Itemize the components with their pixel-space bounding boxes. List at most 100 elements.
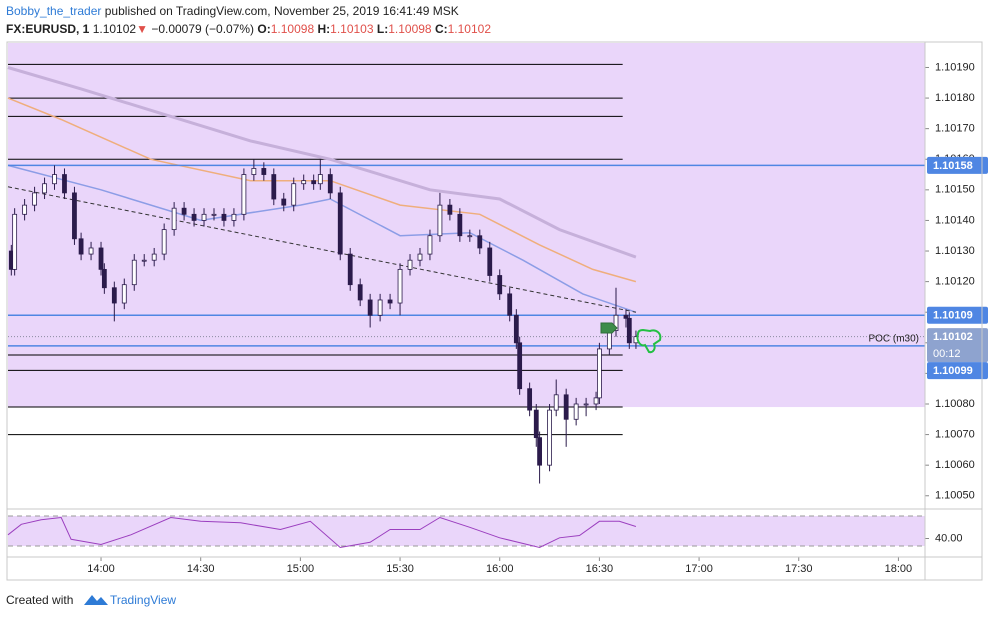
candle-body (301, 180, 307, 185)
candle-body (377, 299, 383, 316)
candle-body (613, 314, 619, 331)
candle-body (467, 235, 473, 238)
y-tick-label: 40.00 (935, 532, 963, 544)
candle-body (513, 314, 519, 344)
y-tick-label: 1.10190 (935, 61, 975, 73)
y-tick-label: 1.10120 (935, 276, 975, 288)
y-tick-label: 1.10140 (935, 214, 975, 226)
poc-label: POC (m30) (868, 333, 919, 344)
candle-body (311, 180, 317, 185)
price-tag-label: 1.10158 (933, 160, 973, 172)
candle-body (417, 253, 423, 261)
moving-average (7, 97, 637, 283)
candle-body (437, 204, 443, 237)
l: 1.10098 (388, 22, 432, 36)
h: 1.10103 (330, 22, 374, 36)
y-tick-label: 1.10080 (935, 398, 975, 410)
candle-body (251, 168, 257, 175)
candle-body (281, 198, 287, 206)
candle-body (98, 247, 104, 270)
candle-body (517, 342, 523, 390)
candle-body (72, 192, 77, 240)
rsi-band (8, 516, 925, 546)
y-tick-label: 1.10150 (935, 184, 975, 196)
c-label: C: (435, 22, 448, 36)
hand-drawing (636, 328, 662, 354)
candle-body (101, 268, 107, 289)
candle-body (22, 204, 28, 215)
countdown: 00:12 (933, 348, 961, 360)
candle-body (241, 174, 247, 215)
h-label: H: (317, 22, 330, 36)
y-tick-label: 1.10050 (935, 490, 975, 502)
candle-body (131, 259, 137, 286)
rsi-line (7, 516, 637, 549)
candle-body (12, 213, 18, 270)
x-tick-label: 17:30 (785, 563, 813, 575)
footer-created: Created with (6, 593, 73, 607)
candle-body (62, 174, 67, 194)
price-tag (927, 306, 988, 324)
candle-body (181, 207, 187, 215)
candle-body (367, 299, 373, 316)
candle-body (427, 235, 433, 255)
candle-body (626, 317, 632, 344)
x-tick-label: 17:00 (685, 563, 713, 575)
candle-body (583, 403, 589, 406)
price-tag (927, 328, 988, 363)
header: Bobby_the_trader published on TradingVie… (6, 4, 459, 18)
price-tag (927, 156, 988, 174)
candle-body (291, 183, 297, 206)
x-tick-label: 18:00 (885, 563, 913, 575)
x-tick-label: 15:30 (386, 563, 414, 575)
candle-body (553, 394, 559, 411)
candle-body (337, 192, 343, 255)
candle-body (78, 238, 84, 255)
y-tick-label: 1.10170 (935, 123, 975, 135)
candle-body (407, 259, 413, 270)
price-tag-label: 1.10102 (933, 331, 973, 343)
symbol: FX:EURUSD, 1 (6, 22, 90, 36)
moving-average (7, 164, 637, 313)
candle-body (191, 213, 197, 221)
l-label: L: (377, 22, 388, 36)
candle-body (447, 204, 453, 215)
candle-body (111, 287, 117, 304)
x-tick-label: 16:30 (586, 563, 614, 575)
x-tick-label: 15:00 (287, 563, 315, 575)
candle-body (121, 284, 127, 304)
x-tick-label: 14:00 (87, 563, 115, 575)
candle-body (533, 409, 539, 439)
candle-body (527, 388, 533, 411)
candle-body (507, 293, 513, 316)
candle-body (596, 348, 602, 399)
candle-body (487, 247, 493, 276)
candle-body (477, 235, 483, 249)
candle-body (457, 213, 463, 237)
y-tick-label: 1.10070 (935, 428, 975, 440)
candle-body (201, 213, 207, 221)
candle-body (171, 207, 177, 231)
last: 1.10102 (93, 22, 137, 36)
logo (84, 595, 108, 605)
candle-body (151, 253, 157, 261)
candle-body (161, 229, 167, 255)
candle-body (221, 213, 227, 221)
candle-body (231, 213, 237, 221)
author[interactable]: Bobby_the_trader (6, 4, 101, 18)
chart: 1.101901.101801.101701.101601.101501.101… (6, 41, 988, 581)
c: 1.10102 (448, 22, 492, 36)
y-tick-label: 1.10060 (935, 459, 975, 471)
candle-body (547, 409, 552, 466)
arrow: ▼ (136, 22, 148, 36)
price-tag-label: 1.10109 (933, 310, 973, 322)
candle-body (593, 397, 599, 405)
candle-body (497, 275, 503, 295)
candle-body (563, 394, 569, 420)
candle-body (141, 259, 147, 262)
change: −0.00079 (−0.07%) (151, 22, 254, 36)
candle-body (88, 247, 94, 255)
footer-brand[interactable]: TradingView (110, 593, 176, 607)
moving-average (7, 66, 637, 259)
